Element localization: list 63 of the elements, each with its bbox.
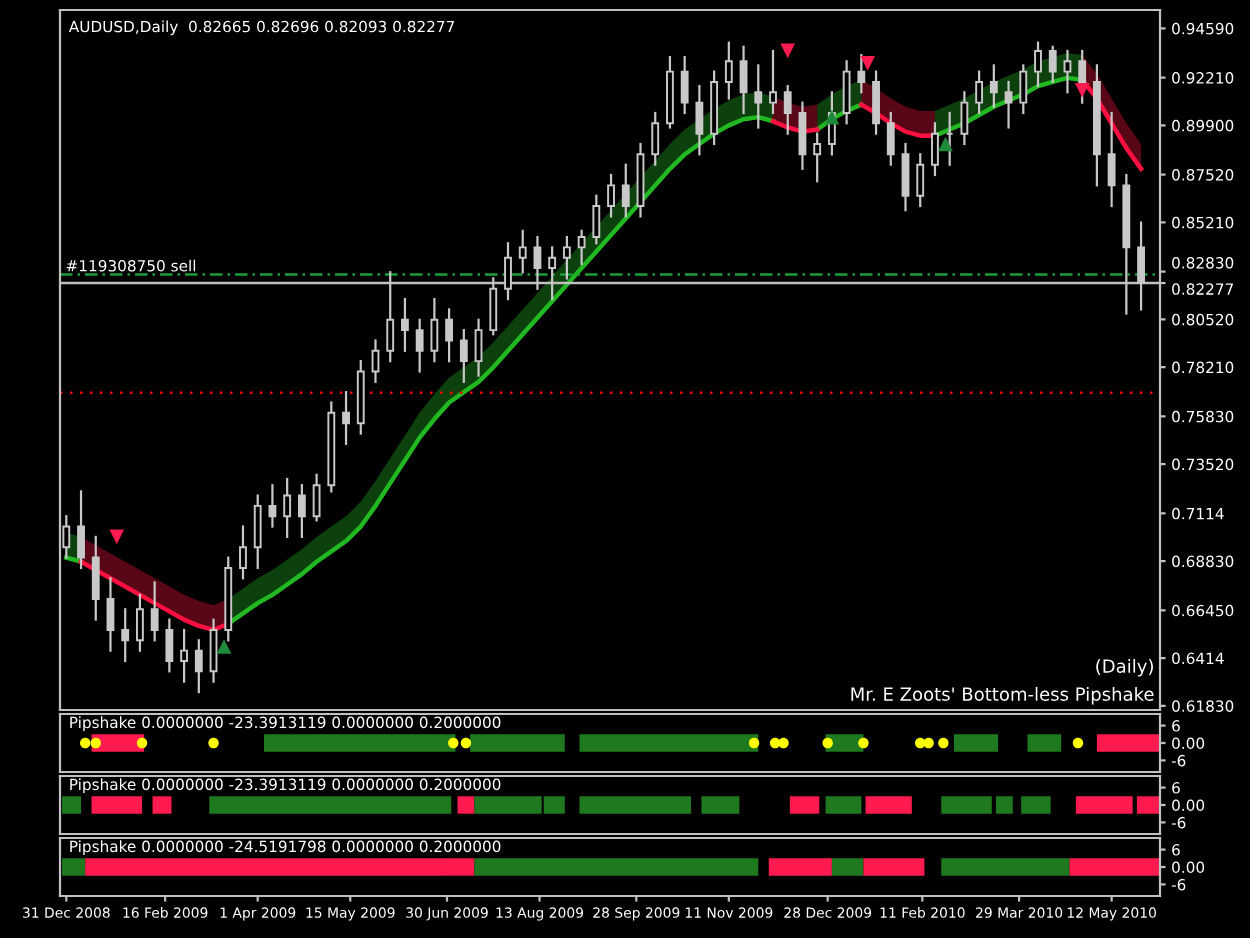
candlestick (754, 64, 763, 129)
candlestick (401, 297, 409, 352)
candlestick (783, 84, 792, 135)
candlestick (651, 111, 660, 166)
candlestick (901, 142, 910, 212)
candlestick (695, 84, 704, 156)
candlestick (150, 581, 159, 642)
candlestick (180, 628, 189, 683)
candlestick (607, 173, 615, 218)
candlestick (1004, 80, 1013, 129)
candlestick (680, 56, 689, 115)
candlestick (518, 229, 527, 274)
candlestick (813, 132, 822, 183)
candlestick (592, 194, 601, 245)
candlestick (445, 308, 454, 363)
candlestick (77, 490, 85, 570)
candlestick (798, 101, 807, 170)
candlestick (1034, 41, 1042, 88)
candlestick (342, 391, 350, 445)
point (109, 529, 125, 545)
candlestick (239, 525, 247, 580)
point (824, 109, 840, 125)
point (216, 639, 232, 654)
candlestick (474, 318, 483, 377)
candlestick (268, 484, 277, 528)
candlestick (165, 618, 174, 673)
point (780, 43, 796, 59)
candlestick (430, 297, 439, 363)
candlestick (312, 473, 321, 522)
candlestick (136, 593, 144, 652)
candlestick (194, 639, 203, 694)
point (938, 136, 953, 152)
point (1074, 82, 1090, 98)
candlestick (872, 70, 880, 135)
candlestick (415, 318, 424, 373)
candlestick (209, 618, 218, 683)
annotation: (Daily) (1096, 658, 1153, 677)
candlestick (931, 122, 939, 177)
annotation: Mr. E Zoots' Bottom-less Pipshake (851, 686, 1154, 705)
candlestick (739, 45, 748, 115)
candlestick (989, 64, 998, 108)
candlestick (253, 494, 262, 570)
candlestick (769, 49, 777, 115)
candlestick (91, 535, 100, 621)
candlestick (960, 91, 969, 146)
point (860, 56, 875, 71)
candlestick (916, 153, 925, 208)
candlestick (1107, 111, 1116, 208)
candlestick (297, 484, 306, 539)
candlestick (975, 70, 984, 115)
candlestick (886, 111, 895, 166)
candlestick (857, 53, 866, 94)
candlestick (724, 41, 733, 100)
candlestick (1063, 49, 1072, 94)
candlestick (121, 608, 130, 663)
candlestick (1048, 45, 1057, 84)
candlestick (621, 163, 630, 218)
candlestick (842, 60, 851, 125)
candlestick (283, 477, 292, 539)
candlestick (106, 577, 115, 652)
candlestick (459, 329, 468, 383)
candlestick (1019, 64, 1028, 115)
candlestick (577, 229, 586, 266)
